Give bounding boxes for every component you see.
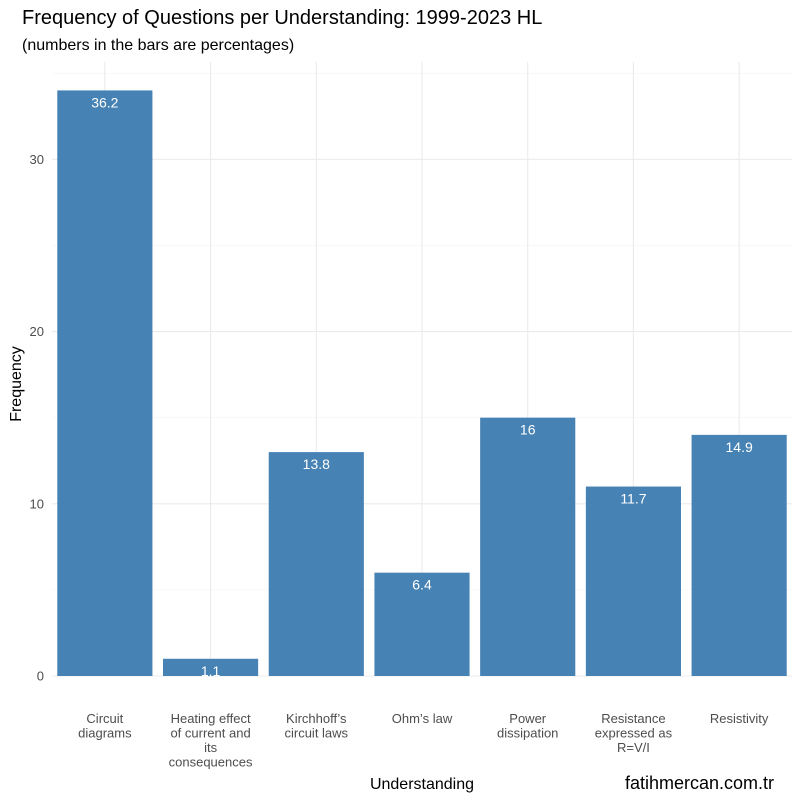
x-axis-title: Understanding: [370, 776, 474, 793]
bar: [585, 486, 681, 676]
bar-value-label: 13.8: [303, 456, 330, 472]
y-tick-label: 10: [30, 496, 44, 511]
y-tick-label: 30: [30, 152, 44, 167]
bar: [480, 417, 576, 676]
x-tick-label: Kirchhoff’s circuit laws: [284, 711, 348, 741]
bar-data-labels: 36.2 1.1 13.8 6.4 16 11.7 14.9: [91, 94, 753, 678]
x-tick-label-line: of current and: [170, 726, 250, 741]
x-tick-label-line: Kirchhoff’s: [286, 711, 347, 726]
x-tick-label: Circuit diagrams: [78, 711, 132, 741]
y-axis-title: Frequency: [8, 346, 25, 422]
y-tick-label: 20: [30, 324, 44, 339]
chart-title: Frequency of Questions per Understanding…: [22, 7, 542, 29]
x-tick-label-line: Resistivity: [710, 711, 769, 726]
x-tick-label-line: Power: [509, 711, 547, 726]
x-tick-label-line: its: [204, 740, 218, 755]
bar: [691, 434, 787, 676]
bars: [57, 90, 787, 676]
chart-subtitle: (numbers in the bars are percentages): [22, 37, 294, 54]
bar: [57, 90, 153, 676]
x-tick-label-line: Resistance: [601, 711, 665, 726]
x-tick-label-line: R=V/I: [617, 740, 650, 755]
x-tick-label: Resistivity: [710, 711, 769, 726]
x-tick-label: Heating effect of current and its consequen…: [169, 711, 253, 770]
bar: [374, 572, 470, 676]
x-axis-ticks: Circuit diagrams Heating effect of current …: [78, 711, 769, 770]
x-tick-label-line: expressed as: [595, 726, 673, 741]
bar-value-label: 1.1: [201, 663, 221, 679]
bar-value-label: 11.7: [620, 491, 646, 507]
bar-value-label: 14.9: [726, 439, 753, 455]
y-tick-label: 0: [37, 669, 44, 684]
x-tick-label: Ohm’s law: [392, 711, 453, 726]
bar: [268, 452, 364, 676]
x-tick-label-line: circuit laws: [284, 726, 348, 741]
x-tick-label-line: dissipation: [497, 726, 558, 741]
bar-value-label: 16: [520, 422, 536, 438]
watermark: fatihmercan.com.tr: [625, 773, 774, 793]
x-tick-label-line: diagrams: [78, 726, 132, 741]
x-tick-label-line: Circuit: [86, 711, 123, 726]
bar-value-label: 36.2: [91, 94, 118, 110]
x-tick-label-line: Heating effect: [171, 711, 251, 726]
x-tick-label: Power dissipation: [497, 711, 558, 741]
bar: [163, 658, 259, 676]
bar-value-label: 6.4: [412, 577, 432, 593]
y-axis-ticks: 0 10 20 30: [30, 152, 44, 684]
x-tick-label-line: consequences: [169, 755, 253, 770]
x-tick-label: Resistance expressed as R=V/I: [595, 711, 673, 755]
x-tick-label-line: Ohm’s law: [392, 711, 453, 726]
